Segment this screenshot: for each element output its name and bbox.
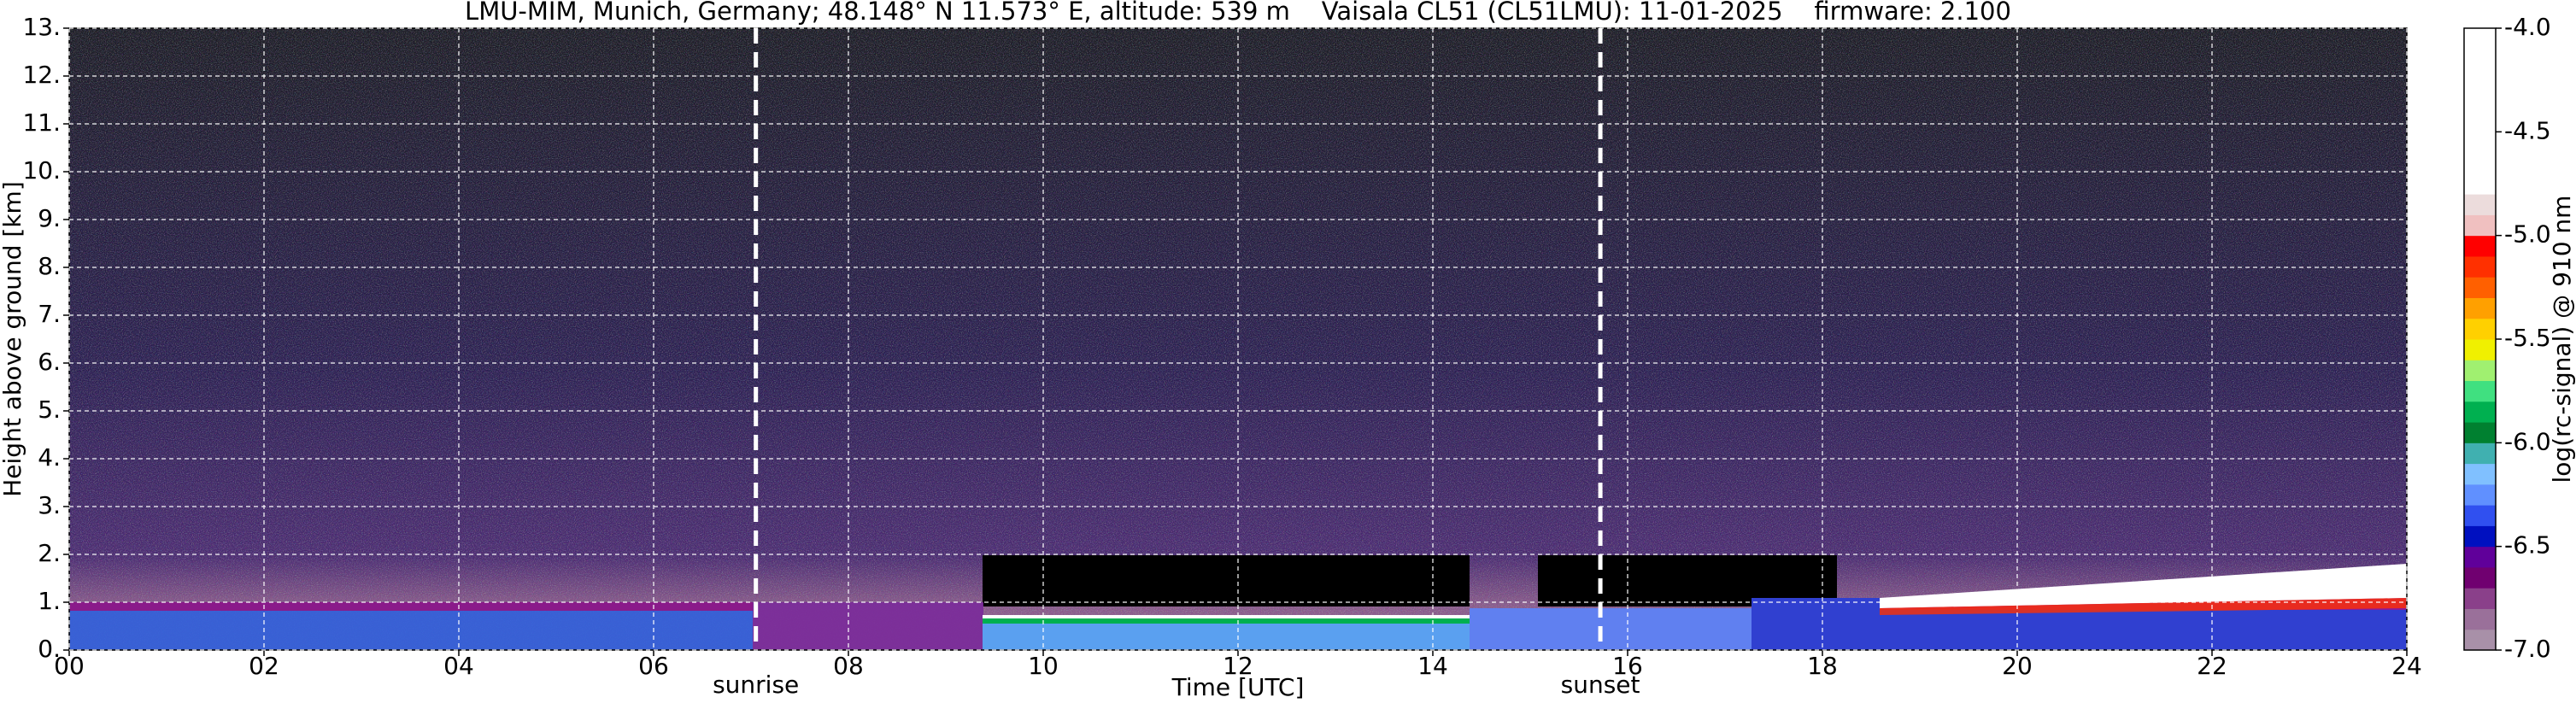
colorbar-swatch — [2464, 505, 2496, 526]
x-tick-label: 12 — [1223, 652, 1253, 680]
x-tick-label: 00 — [54, 652, 85, 680]
colorbar-swatch — [2464, 277, 2496, 298]
colorbar-swatch — [2464, 629, 2496, 651]
y-tick-label: 7. — [38, 300, 61, 328]
colorbar-tick-label: -6.0 — [2504, 427, 2551, 455]
colorbar-swatch — [2464, 69, 2496, 91]
colorbar-swatch — [2464, 49, 2496, 71]
colorbar-tick-label: -5.0 — [2504, 220, 2551, 249]
x-tick-label: 20 — [2002, 652, 2033, 680]
colorbar-swatch — [2464, 214, 2496, 237]
colorbar-swatch — [2464, 566, 2496, 589]
colorbar-swatch — [2464, 483, 2496, 506]
y-tick-label: 11. — [22, 108, 61, 137]
colorbar-tick-label: -4.0 — [2504, 13, 2551, 41]
colorbar-swatch — [2464, 173, 2496, 195]
y-tick-label: 3. — [38, 491, 61, 519]
x-tick-label: 02 — [249, 652, 279, 680]
colorbar-swatch — [2464, 90, 2496, 112]
colorbar-swatch — [2464, 152, 2496, 174]
y-tick-label: 9. — [38, 204, 61, 232]
x-tick-label: 16 — [1612, 652, 1643, 680]
x-tick-label: 06 — [638, 652, 669, 680]
colorbar-swatch — [2464, 360, 2496, 382]
y-axis-label: Height above ground [km] — [0, 181, 26, 497]
x-tick-label: 08 — [833, 652, 864, 680]
colorbar-swatch — [2464, 255, 2496, 278]
y-tick-label: 5. — [38, 396, 61, 424]
colorbar-swatch — [2464, 608, 2496, 630]
colorbar-swatch — [2464, 463, 2496, 485]
y-tick-label: 10. — [22, 156, 61, 185]
colorbar-tick-label: -6.5 — [2504, 531, 2551, 560]
y-tick-label: 13. — [22, 13, 61, 41]
colorbar-swatch — [2464, 235, 2496, 257]
colorbar-swatch — [2464, 588, 2496, 609]
x-tick-label: 24 — [2391, 652, 2422, 680]
colorbar-swatch — [2464, 297, 2496, 319]
colorbar-swatch — [2464, 318, 2496, 340]
x-axis-label: Time [UTC] — [1171, 673, 1305, 701]
colorbar-swatch — [2464, 194, 2496, 215]
colorbar-swatch — [2464, 401, 2496, 423]
colorbar-tick-label: -7.0 — [2504, 635, 2551, 663]
x-tick-label: 04 — [443, 652, 474, 680]
y-tick-label: 8. — [38, 252, 61, 280]
y-tick-label: 0. — [38, 635, 61, 663]
y-tick-label: 4. — [38, 443, 61, 472]
x-tick-label: 10 — [1028, 652, 1059, 680]
colorbar-swatch — [2464, 132, 2496, 154]
colorbar-swatch — [2464, 111, 2496, 132]
colorbar-tick-label: -4.5 — [2504, 116, 2551, 144]
annotation-label: sunset — [1561, 671, 1640, 699]
y-tick-label: 1. — [38, 587, 61, 615]
colorbar-swatch — [2464, 525, 2496, 548]
chart-title: LMU-MIM, Munich, Germany; 48.148° N 11.5… — [465, 0, 2011, 26]
x-tick-label: 18 — [1807, 652, 1838, 680]
colorbar-swatch — [2464, 339, 2496, 360]
colorbar-swatch — [2464, 422, 2496, 443]
colorbar-swatch — [2464, 28, 2496, 50]
colorbar-swatch — [2464, 546, 2496, 568]
colorbar-label: log(rc-signal) @ 910 nm — [2548, 196, 2576, 483]
y-tick-label: 12. — [22, 61, 61, 89]
y-tick-label: 2. — [38, 539, 61, 567]
colorbar-swatch — [2464, 380, 2496, 402]
colorbar-swatch — [2464, 442, 2496, 465]
annotation-label: sunrise — [713, 671, 799, 699]
x-tick-label: 22 — [2197, 652, 2227, 680]
y-tick-label: 6. — [38, 348, 61, 376]
colorbar-tick-label: -5.5 — [2504, 324, 2551, 352]
x-tick-label: 14 — [1417, 652, 1448, 680]
